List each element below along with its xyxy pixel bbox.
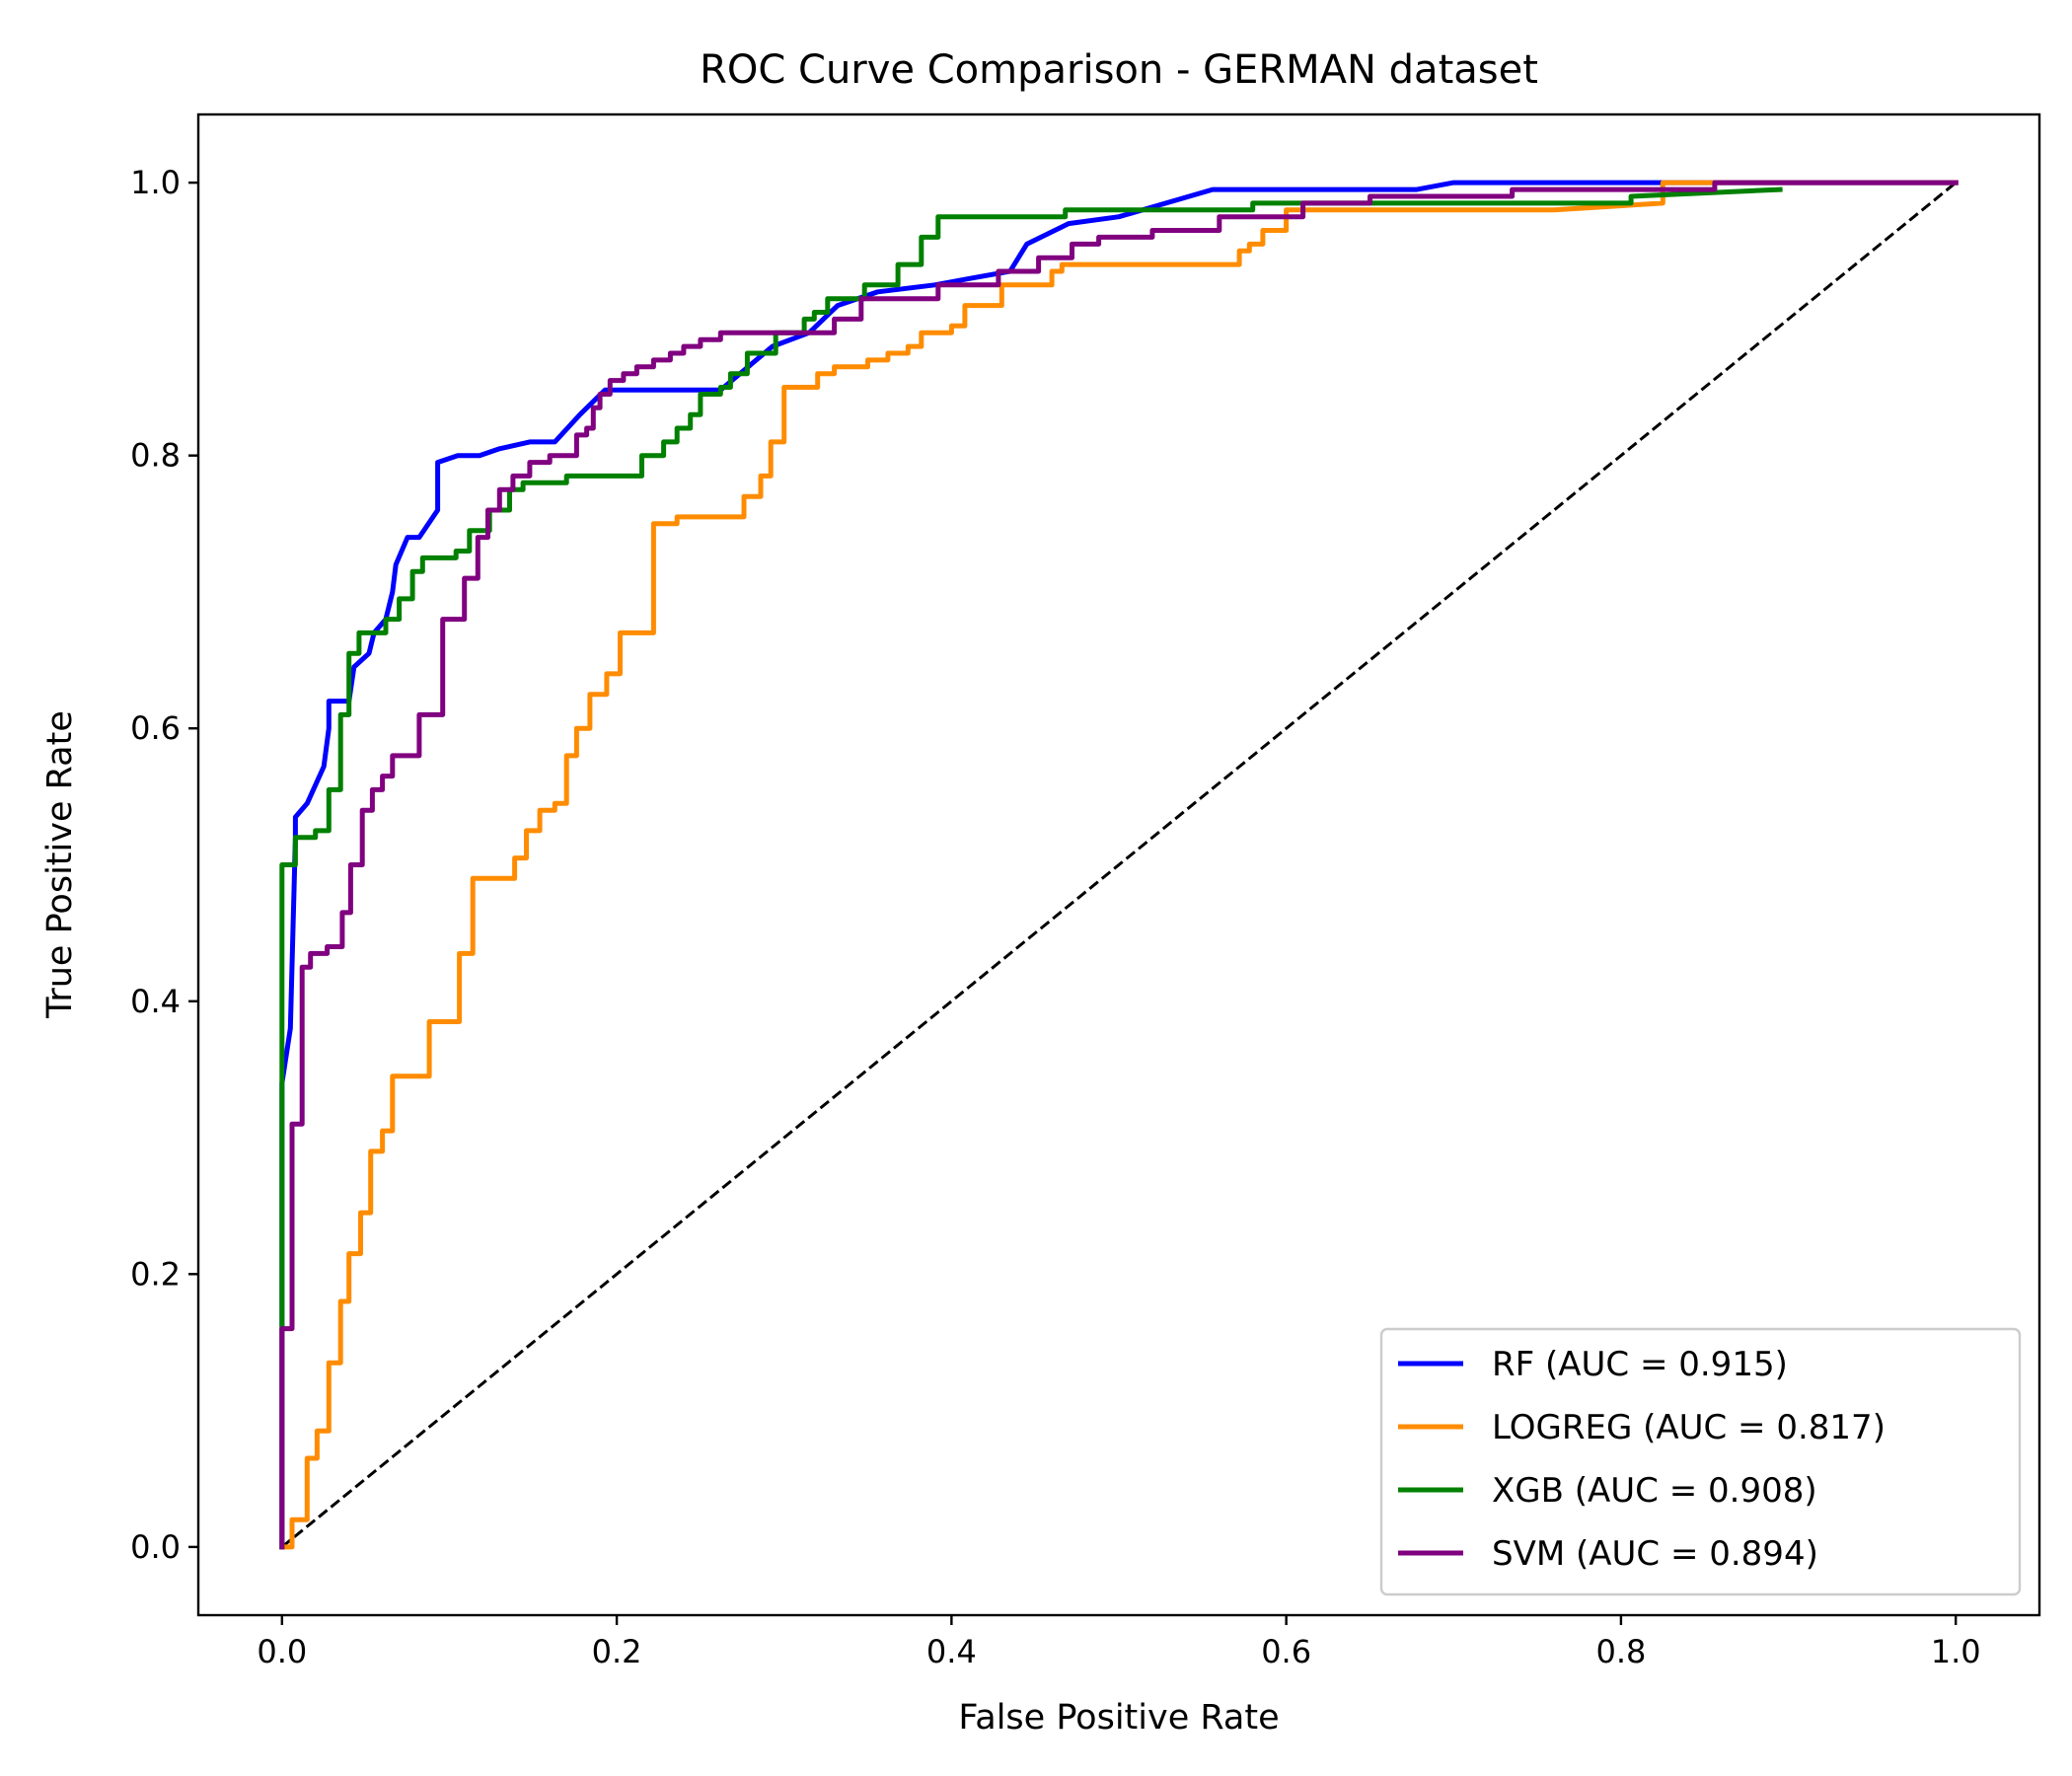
y-tick-label: 0.8 (130, 437, 181, 475)
legend-box (1379, 1327, 2022, 1596)
roc-curve-2 (279, 186, 1783, 1550)
x-axis-label: False Positive Rate (958, 1698, 1279, 1738)
y-tick-label: 0.2 (130, 1255, 181, 1293)
axes-frame (196, 112, 2041, 1617)
legend-label-3: SVM (AUC = 0.894) (1492, 1534, 1818, 1574)
roc-curves (279, 180, 1959, 1550)
x-tick-label: 0.8 (1595, 1633, 1646, 1670)
x-axis: 0.0 0.2 0.4 0.6 0.8 1.0 (257, 1615, 1981, 1670)
y-tick-label: 0.4 (130, 983, 181, 1020)
y-axis: 0.0 0.2 0.4 0.6 0.8 1.0 (130, 164, 198, 1566)
x-tick-label: 0.2 (592, 1633, 642, 1670)
legend-label-0: RF (AUC = 0.915) (1492, 1345, 1788, 1384)
x-tick-label: 0.4 (926, 1633, 977, 1670)
roc-curve-1 (279, 180, 1959, 1550)
y-axis-label: True Positive Rate (40, 710, 80, 1019)
plot-area (279, 180, 1959, 1550)
x-tick-label: 1.0 (1931, 1633, 1981, 1670)
y-tick-label: 0.0 (130, 1528, 181, 1566)
legend: RF (AUC = 0.915) LOGREG (AUC = 0.817) XGB … (1379, 1327, 2022, 1596)
legend-label-1: LOGREG (AUC = 0.817) (1492, 1408, 1886, 1447)
y-tick-label: 0.6 (130, 709, 181, 747)
chance-diagonal-line (280, 181, 1958, 1549)
roc-curve-0 (279, 180, 1959, 1550)
chart-title: ROC Curve Comparison - GERMAN dataset (700, 47, 1538, 93)
x-tick-label: 0.0 (257, 1633, 307, 1670)
roc-curve-3 (279, 180, 1959, 1550)
legend-label-2: XGB (AUC = 0.908) (1492, 1471, 1817, 1511)
x-tick-label: 0.6 (1261, 1633, 1311, 1670)
y-tick-label: 1.0 (130, 164, 181, 201)
